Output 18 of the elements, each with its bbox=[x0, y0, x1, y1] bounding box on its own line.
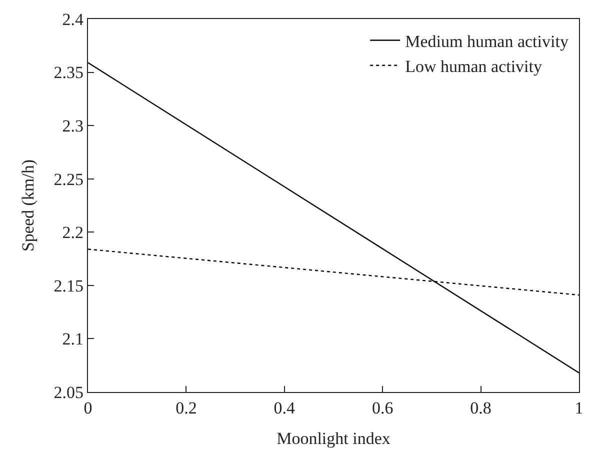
x-axis-title: Moonlight index bbox=[276, 428, 391, 448]
y-tick-label: 2.2 bbox=[62, 223, 84, 242]
y-tick-label: 2.1 bbox=[62, 330, 84, 349]
y-axis-title: Speed (km/h) bbox=[18, 159, 38, 252]
x-tick-label: 0 bbox=[84, 398, 92, 418]
x-tick-label: 0.8 bbox=[470, 398, 492, 418]
y-tick-label: 2.15 bbox=[54, 276, 84, 296]
legend-label: Medium human activity bbox=[405, 32, 569, 51]
x-tick-label: 1 bbox=[574, 398, 584, 418]
x-tick-label: 0.4 bbox=[274, 398, 296, 418]
x-tick-label: 0.2 bbox=[176, 398, 197, 418]
y-tick-label: 2.25 bbox=[54, 170, 84, 189]
y-tick-label: 2.4 bbox=[62, 10, 84, 29]
legend-label: Low human activity bbox=[405, 57, 543, 76]
y-tick-label: 2.35 bbox=[54, 63, 84, 82]
x-tick-label: 0.6 bbox=[372, 398, 394, 418]
y-tick-label: 2.3 bbox=[62, 116, 84, 136]
y-tick-label: 2.05 bbox=[54, 382, 84, 402]
